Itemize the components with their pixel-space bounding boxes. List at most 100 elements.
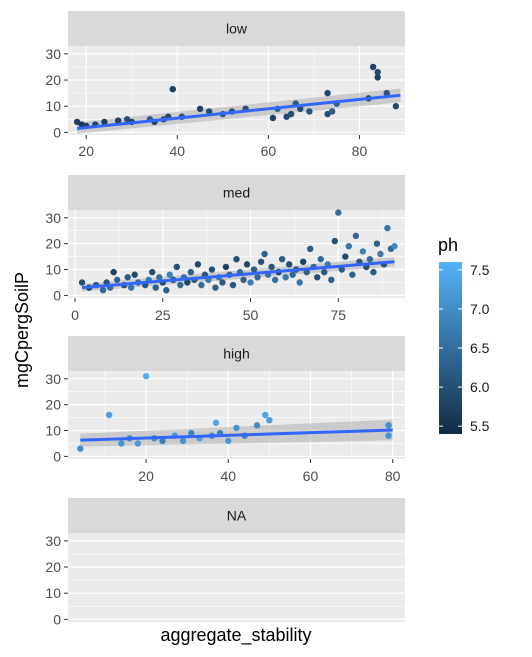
facet-strip: [68, 498, 405, 533]
y-axis-title: mgCpergSoilP: [12, 272, 32, 388]
facet-strip: [68, 336, 405, 371]
facet-panel-high: high 0 10 20 30 20 40 60 80: [45, 336, 405, 484]
facet-strip: [68, 175, 405, 210]
legend-tick-label: 7.0: [470, 301, 490, 317]
y-tick-label: 10: [45, 262, 61, 278]
data-point: [370, 268, 377, 276]
data-point: [352, 232, 360, 240]
data-point: [114, 117, 122, 124]
y-tick-label: 0: [53, 124, 61, 140]
regression-line: [81, 260, 395, 290]
data-point: [77, 445, 84, 452]
facet-strip-label: NA: [227, 508, 247, 524]
y-tick-label: 0: [53, 611, 61, 627]
facet-strip-label: high: [223, 346, 249, 362]
regression-line: [76, 93, 401, 130]
x-tick-label: 20: [78, 143, 94, 159]
data-point: [225, 437, 232, 445]
y-tick-label: 10: [45, 98, 61, 114]
x-tick-label: 80: [352, 143, 368, 159]
legend-tick-label: 6.5: [470, 340, 490, 356]
legend-tick-label: 5.5: [470, 418, 490, 434]
data-point: [243, 261, 251, 268]
data-point: [194, 261, 202, 268]
data-point: [269, 114, 277, 122]
x-tick-label: 60: [261, 143, 277, 159]
data-point: [349, 271, 356, 278]
data-point: [105, 411, 113, 419]
data-point: [163, 287, 170, 294]
data-point: [385, 432, 392, 439]
y-tick-label: 10: [45, 423, 61, 439]
data-point: [159, 437, 166, 445]
data-point: [222, 263, 230, 271]
data-point: [296, 279, 303, 286]
data-point: [184, 279, 191, 286]
data-point: [142, 372, 150, 380]
data-point: [297, 105, 304, 113]
x-axis-title: aggregate_stability: [160, 625, 311, 646]
data-point: [99, 287, 107, 294]
x-tick-label: 80: [385, 468, 401, 484]
y-tick-label: 20: [45, 559, 61, 575]
data-point: [338, 266, 346, 273]
x-tick-label: 0: [71, 307, 79, 323]
data-point: [198, 281, 205, 289]
data-point: [149, 268, 156, 276]
data-point: [285, 261, 293, 268]
y-tick-label: 20: [45, 72, 61, 88]
data-point: [374, 68, 381, 76]
data-point: [156, 274, 163, 281]
y-tick-label: 0: [53, 448, 61, 464]
data-point: [196, 105, 204, 113]
data-point: [219, 279, 226, 286]
data-point: [391, 243, 398, 250]
legend-tick-label: 6.0: [470, 379, 490, 395]
data-point: [262, 411, 269, 419]
data-point: [366, 255, 374, 263]
data-point: [208, 266, 216, 273]
data-point: [377, 250, 384, 258]
data-point: [373, 240, 381, 247]
data-point: [321, 268, 328, 276]
data-point: [169, 85, 176, 93]
data-point: [345, 243, 353, 250]
legend-tick-label: 7.5: [470, 262, 490, 278]
facet-strip-label: med: [223, 185, 250, 201]
data-point: [233, 255, 240, 263]
data-point: [289, 271, 296, 278]
data-point: [392, 103, 400, 110]
data-point: [328, 108, 336, 115]
confidence-band: [80, 419, 393, 447]
facet-panel-na: NA 0 10 20 30: [45, 498, 405, 627]
data-point: [266, 416, 273, 424]
data-point: [78, 279, 86, 286]
data-point: [374, 74, 381, 81]
data-point: [188, 429, 195, 437]
regression-line: [80, 428, 393, 442]
y-tick-label: 30: [45, 533, 61, 549]
data-point: [124, 274, 131, 281]
data-point: [173, 263, 181, 271]
data-point: [127, 284, 135, 291]
data-point: [261, 250, 268, 258]
data-point: [205, 108, 213, 115]
data-point: [359, 248, 367, 255]
data-point: [317, 255, 324, 263]
data-point: [278, 255, 286, 263]
data-point: [118, 440, 125, 447]
x-tick-label: 40: [220, 468, 236, 484]
data-point: [314, 274, 321, 281]
facet-panel-low: low 0 10 20 30 20 40 60 80: [45, 11, 405, 159]
data-point: [383, 89, 390, 97]
x-tick-label: 25: [155, 307, 171, 323]
x-tick-label: 50: [243, 307, 259, 323]
data-point: [384, 224, 391, 232]
data-point: [307, 245, 314, 253]
data-point: [328, 276, 335, 284]
x-tick-label: 75: [331, 307, 347, 323]
legend-title: ph: [438, 235, 458, 255]
x-tick-label: 20: [138, 468, 154, 484]
facet-strip-label: low: [226, 21, 248, 37]
